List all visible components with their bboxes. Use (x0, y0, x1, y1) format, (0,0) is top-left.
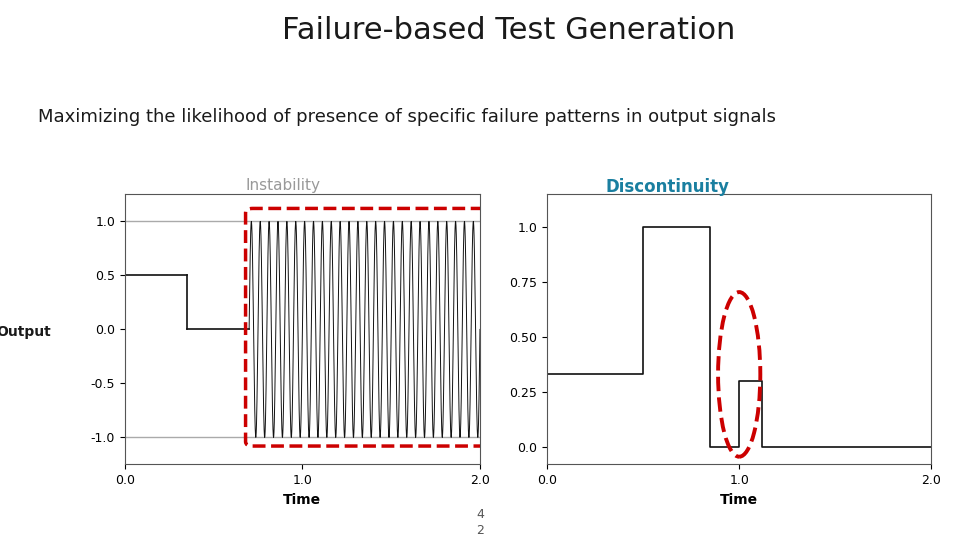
Text: Maximizing the likelihood of presence of specific failure patterns in output sig: Maximizing the likelihood of presence of… (38, 108, 777, 126)
X-axis label: Time: Time (720, 492, 758, 507)
Text: 2: 2 (476, 524, 484, 537)
Text: Failure-based Test Generation: Failure-based Test Generation (282, 16, 735, 45)
Text: Discontinuity: Discontinuity (605, 178, 730, 196)
X-axis label: Time: Time (283, 492, 322, 507)
Text: Output: Output (0, 325, 52, 339)
Text: Instability: Instability (246, 178, 321, 193)
Text: 4: 4 (476, 508, 484, 521)
